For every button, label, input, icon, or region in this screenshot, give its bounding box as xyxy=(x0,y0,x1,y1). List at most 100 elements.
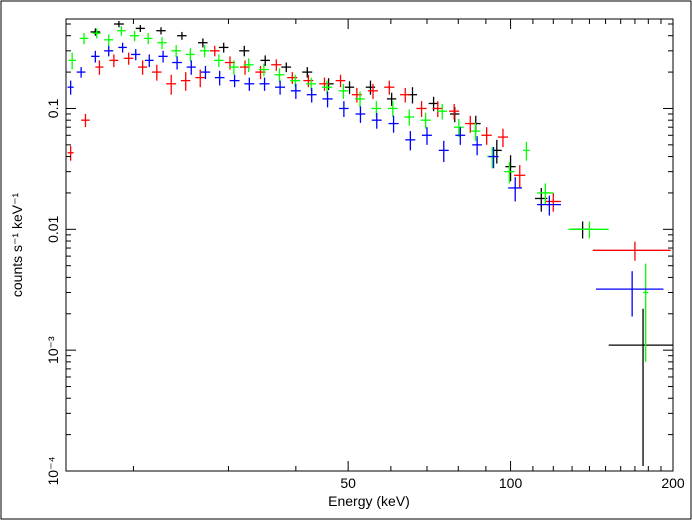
data-point xyxy=(355,106,366,123)
data-point xyxy=(138,60,148,75)
data-point xyxy=(131,49,141,61)
data-point xyxy=(123,52,134,65)
data-point xyxy=(371,112,382,129)
data-point xyxy=(404,109,415,126)
x-axis-title: Energy (keV) xyxy=(328,493,410,509)
data-point xyxy=(239,45,250,57)
data-series-4 xyxy=(67,42,664,317)
data-point xyxy=(367,83,379,99)
data-point xyxy=(416,101,427,117)
data-point xyxy=(504,162,515,184)
data-point xyxy=(455,127,466,145)
data-point xyxy=(274,68,285,83)
data-point xyxy=(214,70,225,86)
data-point xyxy=(118,42,127,53)
data-point xyxy=(344,81,355,94)
data-point xyxy=(335,74,346,88)
data-series-2 xyxy=(67,45,671,261)
data-point xyxy=(117,26,126,36)
data-point xyxy=(156,27,166,35)
y-tick-label: 0.01 xyxy=(45,215,61,242)
data-point xyxy=(319,77,330,91)
data-point xyxy=(281,62,292,73)
data-point xyxy=(91,50,100,63)
data-point xyxy=(420,112,431,129)
data-point xyxy=(259,77,270,91)
data-point xyxy=(421,127,432,145)
data-point xyxy=(186,60,196,75)
data-point xyxy=(592,241,671,261)
data-point xyxy=(432,101,443,117)
data-point xyxy=(67,80,74,95)
data-point xyxy=(290,83,301,99)
data-point xyxy=(177,31,187,40)
y-axis-title: counts s⁻¹ keV⁻¹ xyxy=(9,193,25,298)
data-point xyxy=(437,103,448,120)
data-series-3 xyxy=(68,26,649,362)
data-point xyxy=(537,195,561,216)
data-point xyxy=(405,131,416,151)
data-point xyxy=(166,74,177,95)
data-point xyxy=(67,145,74,161)
data-point xyxy=(195,69,206,88)
data-point xyxy=(200,65,211,80)
y-tick-label: 10⁻³ xyxy=(45,336,61,364)
data-points xyxy=(67,20,673,466)
data-point xyxy=(338,83,349,99)
data-point xyxy=(523,141,530,161)
data-point xyxy=(92,28,101,39)
data-point xyxy=(143,33,153,45)
data-point xyxy=(387,101,398,117)
data-point xyxy=(198,38,208,48)
data-point xyxy=(79,33,89,45)
data-point xyxy=(488,146,499,169)
data-point xyxy=(185,48,195,62)
data-point xyxy=(157,37,167,50)
data-point xyxy=(275,80,286,95)
data-point xyxy=(514,165,526,188)
data-point xyxy=(497,128,508,147)
data-point xyxy=(109,54,119,68)
data-point xyxy=(271,59,282,71)
data-point xyxy=(171,45,181,58)
data-point xyxy=(643,263,649,362)
data-point xyxy=(260,55,270,66)
data-point xyxy=(384,80,395,95)
data-point xyxy=(608,308,673,466)
data-point xyxy=(218,42,229,53)
data-point xyxy=(302,67,313,78)
data-point xyxy=(322,91,333,108)
data-point xyxy=(81,113,90,128)
data-point xyxy=(472,136,482,156)
data-point xyxy=(95,60,104,75)
data-point xyxy=(135,25,145,32)
data-point xyxy=(213,54,224,68)
data-point xyxy=(90,28,101,36)
tick-labels: 50 100 200 0.1 0.01 10⁻³ 10⁻⁴ xyxy=(45,99,685,491)
data-point xyxy=(104,45,114,57)
data-point xyxy=(470,122,481,141)
data-point xyxy=(199,45,210,58)
data-point xyxy=(129,30,140,42)
data-point xyxy=(144,54,154,68)
data-point xyxy=(104,34,114,46)
data-point xyxy=(388,115,399,133)
data-point xyxy=(228,60,239,75)
axis-ticks xyxy=(66,19,674,472)
data-point xyxy=(244,77,255,91)
data-point xyxy=(68,52,76,70)
data-point xyxy=(151,64,162,81)
data-point xyxy=(596,271,664,317)
data-point xyxy=(508,177,523,202)
data-point xyxy=(209,45,220,57)
data-point xyxy=(180,72,191,91)
data-point xyxy=(465,115,476,133)
data-point xyxy=(113,20,124,28)
x-tick-label: 50 xyxy=(340,475,356,491)
data-point xyxy=(481,127,492,145)
data-point xyxy=(306,87,317,103)
data-point xyxy=(158,50,168,63)
data-point xyxy=(76,67,86,78)
